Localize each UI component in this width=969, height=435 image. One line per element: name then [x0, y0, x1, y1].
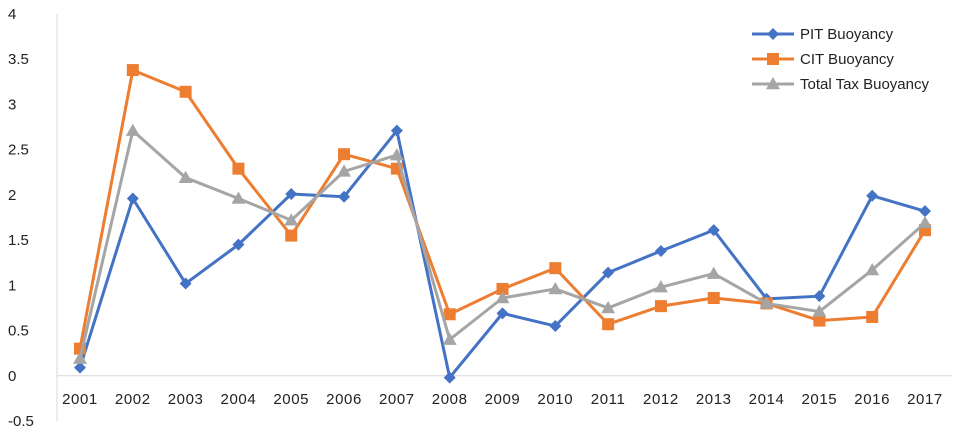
data-point-total-tax-buoyancy: [389, 148, 404, 161]
data-point-cit-buoyancy: [602, 318, 615, 331]
series-line-pit-buoyancy: [78, 129, 927, 380]
data-point-cit-buoyancy: [179, 85, 192, 98]
data-point-pit-buoyancy: [602, 266, 615, 279]
data-point-cit-buoyancy: [496, 282, 509, 295]
x-tick-label: 2016: [854, 391, 890, 408]
data-point-cit-buoyancy: [126, 64, 139, 77]
x-tick-label: 2001: [62, 391, 98, 408]
y-tick-label: 3: [8, 96, 16, 113]
y-tick-label: 1.5: [8, 232, 29, 249]
data-point-pit-buoyancy: [232, 238, 245, 251]
data-point-pit-buoyancy: [549, 320, 562, 333]
legend-marker: [767, 53, 779, 65]
series-layer: [73, 64, 932, 384]
legend-marker: [767, 28, 779, 40]
data-point-total-tax-buoyancy: [178, 170, 193, 183]
x-axis-ticks: 2001 2002 2003 2004 2005 2006 2007 2008 2009 2010…: [62, 391, 943, 408]
data-point-total-tax-buoyancy: [337, 164, 352, 177]
data-point-total-tax-buoyancy: [495, 290, 510, 304]
data-point-pit-buoyancy: [338, 190, 351, 203]
data-point-total-tax-buoyancy: [706, 266, 721, 279]
data-point-total-tax-buoyancy: [653, 280, 668, 293]
x-tick-label: 2010: [537, 391, 573, 408]
data-point-total-tax-buoyancy: [442, 332, 457, 345]
x-tick-label: 2017: [907, 391, 943, 408]
y-tick-label: 4: [8, 6, 16, 23]
data-point-total-tax-buoyancy: [918, 215, 932, 229]
y-tick-label: 2: [8, 187, 16, 204]
series-pit-buoyancy: [74, 124, 931, 384]
legend-marker: [766, 77, 780, 90]
data-point-cit-buoyancy: [338, 148, 351, 161]
data-point-cit-buoyancy: [866, 310, 879, 323]
series-total-tax-buoyancy: [73, 123, 932, 364]
y-tick-label: 1: [8, 277, 16, 294]
x-tick-label: 2006: [326, 391, 362, 408]
data-point-cit-buoyancy: [654, 300, 667, 313]
data-point-pit-buoyancy: [866, 189, 879, 202]
y-axis-ticks: -0.5 0 0.5 1 1.5 2 2.5 3 3.5 4: [8, 6, 34, 430]
y-tick-label: 0: [8, 368, 16, 385]
x-tick-label: 2008: [432, 391, 468, 408]
data-point-pit-buoyancy: [919, 205, 931, 218]
data-point-total-tax-buoyancy: [865, 262, 880, 276]
data-point-total-tax-buoyancy: [601, 300, 616, 314]
legend: PIT Buoyancy CIT Buoyancy Total Tax Buoyan…: [752, 26, 929, 93]
legend-entry-cit-buoyancy: CIT Buoyancy: [752, 51, 894, 68]
data-point-total-tax-buoyancy: [284, 213, 299, 226]
y-tick-label: 2.5: [8, 142, 29, 159]
data-point-total-tax-buoyancy: [812, 304, 827, 317]
x-tick-label: 2007: [379, 391, 415, 408]
data-point-pit-buoyancy: [285, 187, 298, 200]
data-point-cit-buoyancy: [285, 229, 298, 242]
x-tick-label: 2009: [485, 391, 521, 408]
x-tick-label: 2013: [696, 391, 732, 408]
data-point-total-tax-buoyancy: [73, 351, 87, 364]
data-point-pit-buoyancy: [707, 224, 720, 237]
y-tick-label: -0.5: [8, 413, 34, 430]
legend-label: CIT Buoyancy: [800, 51, 894, 68]
legend-label: PIT Buoyancy: [800, 26, 894, 43]
data-point-cit-buoyancy: [443, 308, 456, 321]
x-tick-label: 2012: [643, 391, 679, 408]
series-line-total-tax-buoyancy: [78, 129, 927, 361]
data-point-pit-buoyancy: [390, 124, 403, 137]
data-point-cit-buoyancy: [549, 262, 562, 275]
x-tick-label: 2002: [115, 391, 151, 408]
legend-entry-total-tax-buoyancy: Total Tax Buoyancy: [752, 76, 929, 93]
axes-layer: [56, 14, 952, 421]
legend-entry-pit-buoyancy: PIT Buoyancy: [752, 26, 894, 43]
data-point-total-tax-buoyancy: [759, 296, 774, 309]
data-point-total-tax-buoyancy: [548, 281, 563, 295]
data-point-pit-buoyancy: [179, 277, 192, 290]
data-point-cit-buoyancy: [707, 291, 720, 304]
data-point-total-tax-buoyancy: [231, 191, 246, 204]
x-tick-label: 2014: [749, 391, 785, 408]
x-tick-label: 2011: [591, 391, 626, 408]
data-point-total-tax-buoyancy: [125, 123, 140, 136]
x-tick-label: 2015: [801, 391, 837, 408]
data-point-cit-buoyancy: [232, 162, 245, 175]
data-point-pit-buoyancy: [813, 290, 826, 303]
y-tick-label: 3.5: [8, 51, 29, 68]
data-point-pit-buoyancy: [443, 371, 456, 384]
legend-label: Total Tax Buoyancy: [800, 76, 929, 93]
data-point-pit-buoyancy: [74, 361, 86, 374]
x-tick-label: 2003: [168, 391, 204, 408]
data-point-pit-buoyancy: [496, 307, 509, 320]
data-point-pit-buoyancy: [654, 244, 667, 257]
x-tick-label: 2005: [273, 391, 309, 408]
y-tick-label: 0.5: [8, 323, 29, 340]
data-point-cit-buoyancy: [813, 314, 826, 327]
x-tick-label: 2004: [221, 391, 257, 408]
data-point-pit-buoyancy: [126, 192, 139, 205]
